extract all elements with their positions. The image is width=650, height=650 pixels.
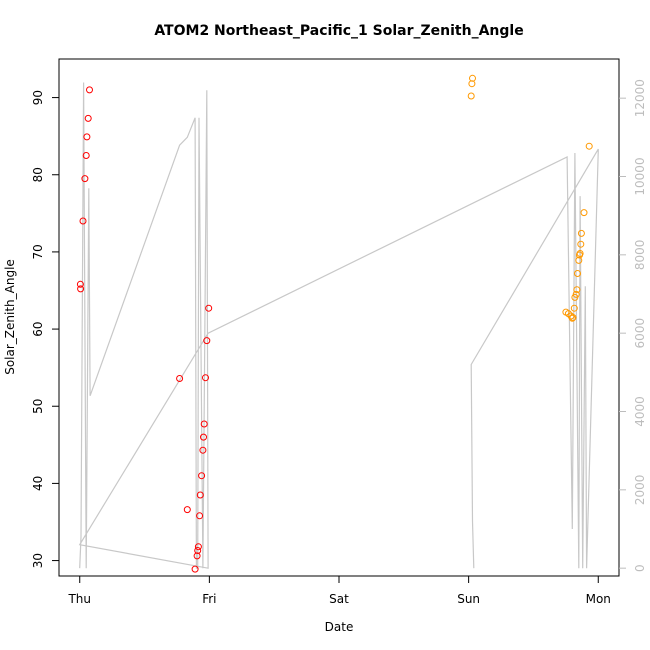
data-point-series-1	[84, 114, 92, 122]
data-point-series-1	[205, 304, 213, 312]
y-tick-label: 70	[31, 244, 45, 259]
data-point-series-2	[577, 240, 585, 248]
data-point-series-2	[572, 290, 580, 298]
data-point-series-2	[468, 80, 476, 88]
y-axis-label: Solar_Zenith_Angle	[3, 259, 17, 375]
data-point-series-1	[76, 280, 84, 288]
data-point-series-1	[198, 472, 206, 480]
plot-frame	[58, 58, 620, 577]
data-point-series-1	[200, 420, 208, 428]
data-point-series-1	[196, 491, 204, 499]
y2-tick-label: 8000	[633, 240, 647, 271]
x-axis-label: Date	[325, 620, 354, 634]
data-point-series-2	[569, 314, 577, 321]
y2-tick-label: 4000	[633, 396, 647, 427]
y-tick-label: 40	[31, 476, 45, 491]
data-point-series-1	[183, 506, 191, 514]
data-point-series-2	[469, 74, 476, 82]
y2-tick-label: 6000	[633, 318, 647, 349]
data-point-series-1	[200, 433, 207, 441]
data-point-series-2	[573, 286, 581, 294]
y2-tick-label: 2000	[633, 475, 647, 506]
data-point-series-1	[81, 175, 89, 183]
y2-tick-label: 10000	[633, 157, 647, 195]
data-point-series-1	[82, 152, 90, 159]
data-point-series-2	[585, 142, 593, 150]
chart-title: ATOM2 Northeast_Pacific_1 Solar_Zenith_A…	[154, 23, 523, 39]
data-point-series-1	[196, 512, 204, 520]
data-point-series-1	[176, 375, 184, 382]
x-tick-label: Mon	[586, 592, 611, 606]
x-tick-label: Thu	[67, 592, 91, 606]
data-point-series-2	[574, 270, 581, 277]
data-point-series-1	[199, 446, 207, 454]
data-point-series-1	[77, 285, 85, 293]
data-point-series-1	[86, 86, 93, 94]
secondary-line-layer	[78, 82, 599, 569]
data-point-series-1	[191, 565, 199, 573]
x-tick-label: Sun	[457, 592, 480, 606]
data-point-series-2	[467, 92, 475, 100]
data-point-series-2	[580, 209, 588, 217]
y-tick-label: 50	[31, 399, 45, 414]
data-point-series-1	[203, 337, 211, 345]
x-tick-label: Sat	[329, 592, 349, 606]
data-point-series-1	[202, 374, 209, 382]
secondary-series-line	[78, 82, 599, 569]
y-tick-label: 60	[31, 321, 45, 336]
data-point-series-2	[576, 250, 584, 257]
y-tick-label: 80	[31, 167, 45, 182]
y2-tick-label: 0	[633, 564, 647, 572]
data-point-series-1	[193, 552, 201, 560]
data-point-series-1	[194, 543, 202, 551]
y-tick-label: 90	[31, 90, 45, 105]
data-point-series-1	[83, 133, 91, 141]
data-point-series-2	[577, 229, 585, 237]
data-point-series-2	[575, 256, 583, 264]
data-point-series-2	[568, 314, 576, 322]
axes-layer: Thu Fri Sat Sun Mon 30 40 50 60 70 80 90 0 2000 4000 60…	[31, 79, 647, 606]
y-tick-label: 30	[31, 553, 45, 568]
data-point-series-1	[194, 547, 202, 554]
data-point-series-1	[79, 217, 87, 225]
points-layer	[76, 74, 593, 573]
y2-tick-label: 12000	[633, 79, 647, 117]
x-tick-label: Fri	[202, 592, 216, 606]
data-point-series-2	[570, 304, 578, 312]
